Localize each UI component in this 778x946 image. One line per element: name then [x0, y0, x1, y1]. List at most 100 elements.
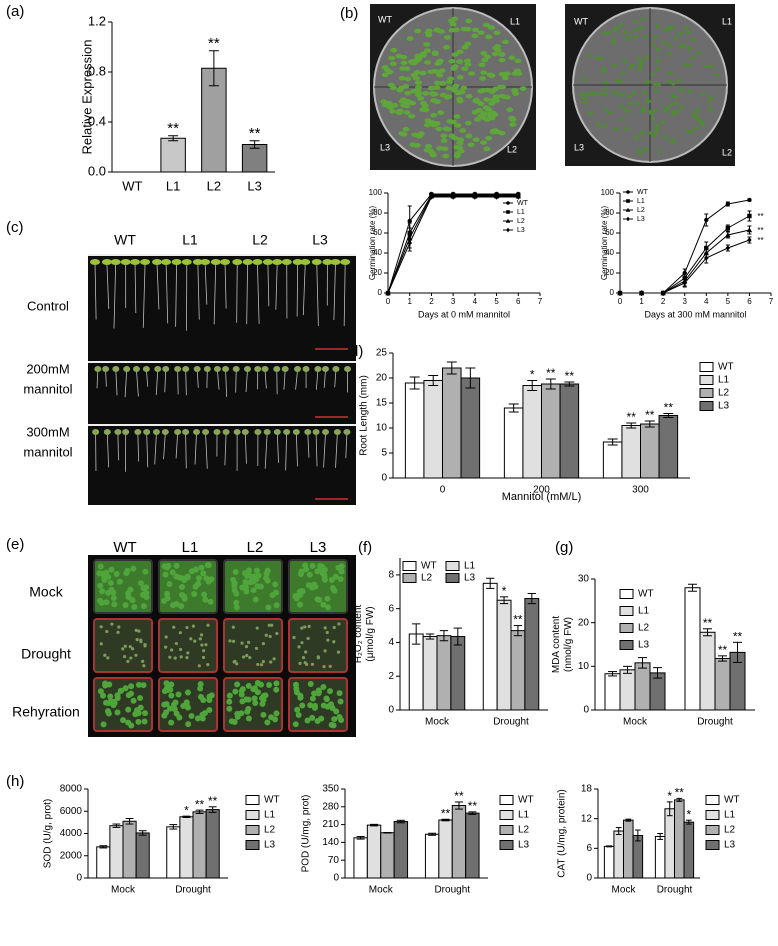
- plant: [172, 625, 176, 629]
- leaf: [233, 429, 241, 435]
- error-bar: [688, 583, 697, 592]
- seedling: [677, 44, 683, 49]
- seedling: [592, 91, 598, 95]
- photo-label: L2: [722, 147, 732, 157]
- column-label: WT: [113, 539, 136, 556]
- seedling: [456, 96, 464, 102]
- y-tick-label: 0: [610, 288, 615, 297]
- plant: [226, 705, 233, 712]
- column-label: L2: [247, 539, 264, 556]
- leaf: [294, 366, 302, 372]
- plant: [321, 566, 328, 573]
- seedling: [498, 130, 506, 136]
- plant: [161, 701, 168, 708]
- root: [136, 369, 139, 397]
- plant: [264, 633, 268, 637]
- leaf: [161, 259, 172, 265]
- bar: [640, 423, 660, 479]
- legend-swatch: [245, 810, 260, 820]
- error-bar: [99, 845, 108, 849]
- bar: [510, 630, 526, 711]
- plant: [245, 696, 252, 703]
- plant: [105, 573, 112, 580]
- plant: [316, 655, 320, 659]
- y-tick-label: 6000: [60, 806, 83, 817]
- leaf: [272, 259, 283, 265]
- seedling: [637, 67, 643, 71]
- y-tick-label: 15: [376, 398, 388, 409]
- bar: [179, 816, 194, 879]
- photo-label: L3: [380, 142, 390, 152]
- seedling: [454, 90, 462, 96]
- plant: [130, 697, 137, 704]
- marker: [407, 218, 412, 224]
- seedling: [471, 110, 479, 115]
- y-tick-label: 20: [376, 373, 388, 384]
- error-bar: [383, 831, 392, 834]
- seedling: [647, 109, 653, 114]
- seedling: [430, 92, 438, 97]
- plant: [240, 641, 244, 645]
- significance: **: [441, 806, 451, 820]
- seedling: [512, 91, 520, 96]
- plant: [191, 624, 195, 628]
- plant: [134, 653, 138, 657]
- legend-label: WT: [517, 200, 529, 207]
- error-bar: [465, 367, 476, 389]
- leaf: [102, 366, 110, 372]
- y-axis-label-line: (μmol/g FW): [365, 606, 376, 661]
- plant: [178, 631, 182, 635]
- seedling: [408, 113, 416, 119]
- plant: [125, 706, 132, 713]
- seedling: [603, 80, 609, 84]
- marker: [626, 199, 630, 203]
- plant: [204, 643, 208, 647]
- plant: [202, 649, 206, 653]
- seedling: [519, 86, 527, 91]
- error-bar: [428, 832, 437, 836]
- plant: [312, 702, 319, 709]
- significance: **: [167, 120, 179, 137]
- seedling: [461, 45, 469, 50]
- seedling: [429, 152, 437, 158]
- seedling: [452, 83, 460, 89]
- seedling: [673, 36, 679, 40]
- bar: [380, 832, 395, 879]
- plant: [116, 578, 123, 585]
- error-bar: [657, 833, 664, 840]
- seedling: [669, 102, 675, 107]
- root: [244, 432, 247, 464]
- legend-label: WT: [724, 795, 740, 806]
- plant: [261, 642, 265, 646]
- legend-swatch: [445, 573, 460, 583]
- seedling: [660, 40, 666, 45]
- root: [175, 262, 178, 327]
- seedling: [628, 101, 634, 106]
- plant: [292, 721, 299, 728]
- seedling: [655, 67, 661, 71]
- legend-label: L2: [638, 623, 650, 634]
- significance: **: [627, 410, 637, 424]
- bar: [621, 425, 641, 479]
- plant: [252, 700, 259, 707]
- seedling: [463, 58, 471, 64]
- plant: [198, 637, 202, 641]
- seedling: [483, 97, 491, 102]
- bar: [408, 633, 424, 711]
- leaf: [321, 366, 329, 372]
- seedling: [503, 71, 511, 77]
- leaf: [101, 259, 112, 265]
- error-bar: [626, 422, 637, 429]
- error-bar: [718, 655, 727, 662]
- bar: [613, 830, 624, 879]
- legend-label: L1: [638, 606, 650, 617]
- plant: [137, 580, 144, 587]
- root: [142, 262, 146, 328]
- plant: [99, 588, 106, 595]
- y-tick-label: 60: [605, 228, 614, 237]
- marker: [725, 232, 731, 238]
- seedling: [600, 66, 606, 71]
- legend-swatch: [499, 840, 514, 850]
- legend-label: L2: [718, 388, 730, 399]
